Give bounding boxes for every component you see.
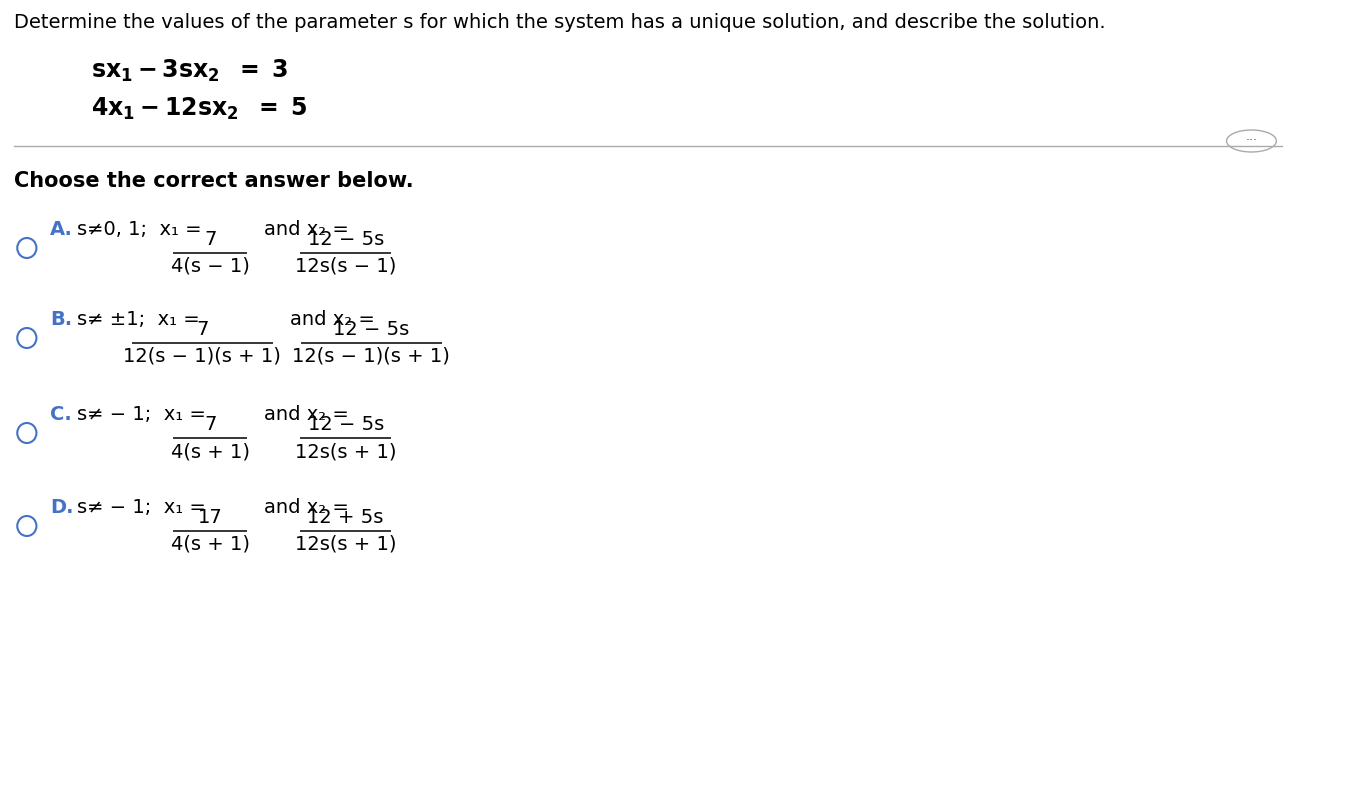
Text: 4(s − 1): 4(s − 1)	[170, 257, 250, 276]
Text: s≠ − 1;  x₁ =: s≠ − 1; x₁ =	[77, 498, 206, 517]
Text: A.: A.	[50, 220, 73, 239]
Text: 7: 7	[204, 415, 216, 434]
Text: 12 − 5s: 12 − 5s	[307, 415, 384, 434]
Text: 12s(s − 1): 12s(s − 1)	[295, 257, 396, 276]
Text: Choose the correct answer below.: Choose the correct answer below.	[15, 171, 414, 191]
Text: Determine the values of the parameter s for which the system has a unique soluti: Determine the values of the parameter s …	[15, 13, 1106, 32]
Text: 4(s + 1): 4(s + 1)	[170, 442, 250, 461]
Text: 7: 7	[204, 230, 216, 249]
Text: B.: B.	[50, 310, 72, 329]
Text: and x₂ =: and x₂ =	[264, 220, 349, 239]
Text: C.: C.	[50, 405, 72, 424]
Text: 12(s − 1)(s + 1): 12(s − 1)(s + 1)	[292, 347, 450, 366]
Text: $\mathbf{sx_1 - 3sx_2}$  $\mathbf{= \ 3}$: $\mathbf{sx_1 - 3sx_2}$ $\mathbf{= \ 3}$	[91, 58, 288, 84]
Text: 12s(s + 1): 12s(s + 1)	[295, 535, 396, 554]
Text: s≠ ±1;  x₁ =: s≠ ±1; x₁ =	[77, 310, 200, 329]
Text: and x₂ =: and x₂ =	[264, 498, 349, 517]
Text: 17: 17	[197, 508, 223, 527]
Text: and x₂ =: and x₂ =	[264, 405, 349, 424]
Text: D.: D.	[50, 498, 73, 517]
Text: 12s(s + 1): 12s(s + 1)	[295, 442, 396, 461]
Text: 12 − 5s: 12 − 5s	[307, 230, 384, 249]
Text: 4(s + 1): 4(s + 1)	[170, 535, 250, 554]
Text: 12 + 5s: 12 + 5s	[307, 508, 384, 527]
Text: $\mathbf{4x_1 - 12sx_2}$  $\mathbf{= \ 5}$: $\mathbf{4x_1 - 12sx_2}$ $\mathbf{= \ 5}…	[91, 96, 307, 123]
Text: and x₂ =: and x₂ =	[289, 310, 375, 329]
Text: s≠ − 1;  x₁ =: s≠ − 1; x₁ =	[77, 405, 206, 424]
Text: ···: ···	[1245, 135, 1257, 147]
Text: s≠0, 1;  x₁ =: s≠0, 1; x₁ =	[77, 220, 201, 239]
Text: 12 − 5s: 12 − 5s	[334, 320, 410, 339]
Text: 7: 7	[196, 320, 208, 339]
Text: 12(s − 1)(s + 1): 12(s − 1)(s + 1)	[123, 347, 281, 366]
